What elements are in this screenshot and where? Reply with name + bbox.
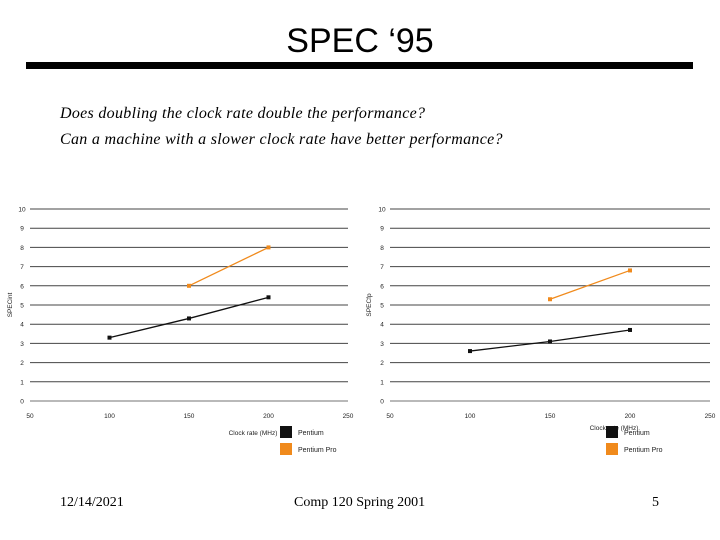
slide-title: SPEC ‘95 [286, 22, 434, 60]
specint-y-tick-1: 1 [20, 379, 24, 386]
specint-x-tick-250: 250 [343, 413, 354, 420]
specint-y-tick-10: 10 [18, 207, 26, 214]
specint-x-tick-200: 200 [263, 413, 274, 420]
specint-y-tick-7: 7 [20, 264, 24, 271]
specint-point-pentium-200 [266, 295, 271, 300]
footer-course: Comp 120 Spring 2001 [294, 495, 426, 510]
specfp-y-tick-3: 3 [380, 341, 384, 348]
specfp-x-tick-100: 100 [465, 413, 476, 420]
specint-legend-swatch-pentium [280, 426, 292, 438]
specfp-y-axis-label: SPECfp [366, 293, 373, 317]
specfp-y-tick-0: 0 [380, 399, 384, 406]
specint-legend-label-pentium-pro: Pentium Pro [298, 447, 337, 454]
specfp-y-tick-4: 4 [380, 322, 384, 329]
specfp-y-tick-8: 8 [380, 245, 384, 252]
specint-y-tick-4: 4 [20, 322, 24, 329]
specint-point-pentium-pro-200 [266, 245, 271, 250]
specint-y-tick-3: 3 [20, 341, 24, 348]
specint-x-tick-100: 100 [104, 413, 115, 420]
specfp-y-tick-2: 2 [380, 360, 384, 367]
specfp-point-pentium-150 [548, 339, 552, 344]
specint-series-line-pentium-pro [188, 246, 269, 287]
specfp-legend-label-pentium: Pentium [624, 430, 650, 437]
specint-y-tick-0: 0 [20, 399, 24, 406]
specfp-y-tick-10: 10 [378, 207, 386, 214]
specint-x-tick-50: 50 [26, 413, 34, 420]
footer-page-number: 5 [652, 495, 659, 510]
specfp-y-tick-6: 6 [380, 283, 384, 290]
specint-y-tick-9: 9 [20, 226, 24, 233]
specint-legend-swatch-pentium-pro [280, 443, 292, 455]
specfp-x-tick-200: 200 [625, 413, 636, 420]
specfp-y-tick-7: 7 [380, 264, 384, 271]
specfp-series-line-pentium-pro [549, 269, 631, 300]
specfp-point-pentium-200 [628, 327, 632, 332]
specint-x-axis-label: Clock rate (MHz) [229, 430, 278, 437]
question-1: Does doubling the clock rate double the … [60, 105, 426, 122]
specint-y-tick-8: 8 [20, 245, 24, 252]
specfp-x-tick-150: 150 [545, 413, 556, 420]
specfp-y-tick-1: 1 [380, 379, 384, 386]
specint-y-axis-label: SPECint [7, 293, 14, 318]
specfp-legend-swatch-pentium-pro [606, 443, 618, 455]
specfp-legend-swatch-pentium [606, 426, 618, 438]
specfp-x-tick-250: 250 [705, 413, 716, 420]
specfp-point-pentium-pro-150 [548, 297, 552, 302]
specfp-legend-label-pentium-pro: Pentium Pro [624, 447, 663, 454]
specint-y-tick-5: 5 [20, 303, 24, 310]
specint-point-pentium-100 [107, 335, 112, 340]
specint-y-tick-2: 2 [20, 360, 24, 367]
specint-point-pentium-pro-150 [187, 283, 191, 288]
specint-legend-label-pentium: Pentium [298, 430, 324, 437]
title-rule [26, 62, 693, 69]
footer-date: 12/14/2021 [60, 495, 124, 510]
specint-y-tick-6: 6 [20, 283, 24, 290]
specfp-x-tick-50: 50 [386, 413, 394, 420]
specfp-y-tick-5: 5 [380, 303, 384, 310]
specint-point-pentium-150 [187, 316, 191, 321]
specfp-point-pentium-100 [468, 349, 472, 354]
specfp-y-tick-9: 9 [380, 226, 384, 233]
specfp-point-pentium-pro-200 [628, 268, 632, 273]
question-2: Can a machine with a slower clock rate h… [60, 131, 503, 148]
specint-x-tick-150: 150 [184, 413, 195, 420]
